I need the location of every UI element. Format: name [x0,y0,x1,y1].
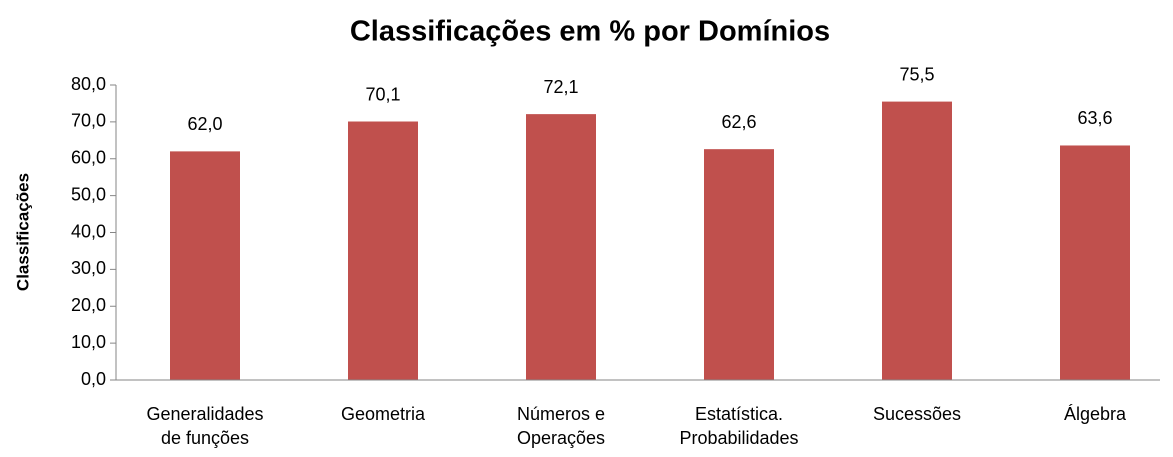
x-tick-label: Sucessões [872,404,962,424]
bar [704,149,774,380]
bar [882,101,952,380]
bar [170,151,240,380]
y-tick-label: 80,0 [71,74,106,94]
data-label: 75,5 [899,64,934,84]
data-label: 62,0 [187,114,222,134]
y-axis-label: Classificações [13,173,32,291]
bar [348,121,418,380]
data-label: 62,6 [721,112,756,132]
y-tick-label: 30,0 [71,258,106,278]
bar [526,114,596,380]
y-tick-label: 50,0 [71,184,106,204]
x-tick-label: Números e Operações [516,404,606,448]
y-tick-label: 20,0 [71,295,106,315]
x-tick-label: Estatística. Probabilidades [679,404,799,448]
x-tick-label: Generalidades de funções [146,404,264,448]
data-label: 70,1 [365,84,400,104]
data-label: 63,6 [1077,108,1112,128]
x-tick-label: Geometria [340,404,426,424]
data-label: 72,1 [543,77,578,97]
bar [1060,145,1130,380]
y-tick-label: 10,0 [71,332,106,352]
x-tick-label: Álgebra [1063,404,1127,424]
y-tick-label: 60,0 [71,148,106,168]
y-tick-label: 40,0 [71,221,106,241]
y-tick-label: 70,0 [71,111,106,131]
y-tick-label: 0,0 [81,369,106,389]
chart-title: Classificações em % por Domínios [350,16,830,48]
